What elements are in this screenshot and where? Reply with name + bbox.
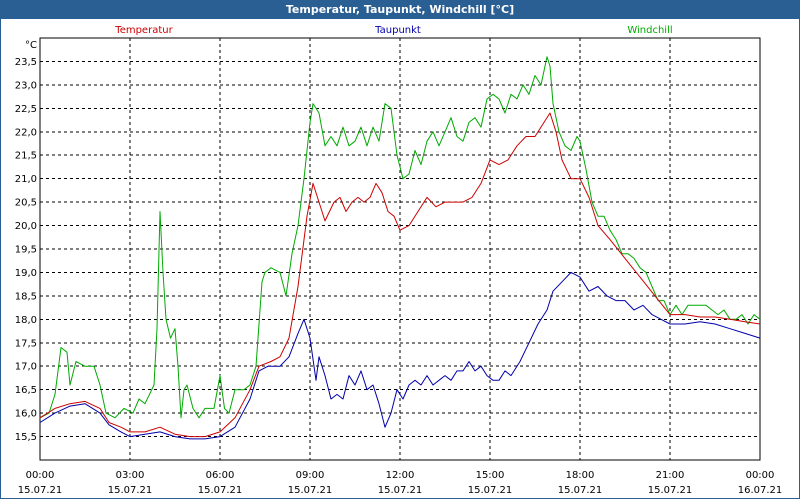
chart-title-bar: Temperatur, Taupunkt, Windchill [°C] — [0, 0, 800, 19]
series-line-taupunkt — [39, 271, 761, 440]
y-tick-label: 23,5 — [15, 57, 37, 68]
x-tick-label-date: 15.07.21 — [108, 485, 153, 496]
y-tick-label: 18,5 — [15, 291, 37, 302]
y-tick-label: 21,5 — [15, 151, 37, 162]
series-line-windchill — [39, 56, 761, 419]
x-tick-label-date: 15.07.21 — [468, 485, 513, 496]
y-tick-label: 17,0 — [15, 362, 37, 373]
x-tick-label-date: 15.07.21 — [198, 485, 243, 496]
y-tick-label: 20,0 — [15, 221, 37, 232]
y-tick-label: 15,5 — [15, 432, 37, 443]
x-tick-label-date: 16.07.21 — [738, 485, 783, 496]
x-tick-label-time: 03:00 — [116, 470, 145, 481]
y-tick-label: 20,5 — [15, 198, 37, 209]
x-tick-label-time: 06:00 — [206, 470, 235, 481]
y-tick-label: 19,0 — [15, 268, 37, 279]
x-tick-label-date: 15.07.21 — [558, 485, 603, 496]
x-tick-label-date: 15.07.21 — [18, 485, 63, 496]
x-tick-label-time: 09:00 — [296, 470, 325, 481]
y-tick-label: 22,0 — [15, 127, 37, 138]
legend-entry-windchill: Windchill — [627, 25, 672, 36]
series-line-temperatur — [39, 112, 761, 438]
x-tick-label-time: 12:00 — [386, 470, 415, 481]
y-tick-label: 21,0 — [15, 174, 37, 185]
y-tick-label: 19,5 — [15, 245, 37, 256]
x-tick-label-time: 21:00 — [656, 470, 685, 481]
legend-entry-temperatur: Temperatur — [114, 25, 173, 36]
y-tick-label: 16,5 — [15, 385, 37, 396]
y-tick-label: 22,5 — [15, 104, 37, 115]
x-tick-label-date: 15.07.21 — [378, 485, 423, 496]
x-tick-label-time: 15:00 — [476, 470, 505, 481]
y-tick-label: 18,0 — [15, 315, 37, 326]
x-tick-label-time: 00:00 — [26, 470, 55, 481]
x-tick-label-time: 00:00 — [746, 470, 775, 481]
x-tick-label-date: 15.07.21 — [648, 485, 693, 496]
legend-entry-taupunkt: Taupunkt — [374, 25, 421, 36]
x-tick-label-time: 18:00 — [566, 470, 595, 481]
y-tick-label: 17,5 — [15, 338, 37, 349]
y-tick-label: 23,0 — [15, 80, 37, 91]
x-tick-label-date: 15.07.21 — [288, 485, 333, 496]
y-tick-label: 16,0 — [15, 409, 37, 420]
y-axis-unit-label: °C — [25, 40, 37, 51]
plot-area-border — [39, 37, 761, 461]
chart-title: Temperatur, Taupunkt, Windchill [°C] — [285, 3, 515, 16]
